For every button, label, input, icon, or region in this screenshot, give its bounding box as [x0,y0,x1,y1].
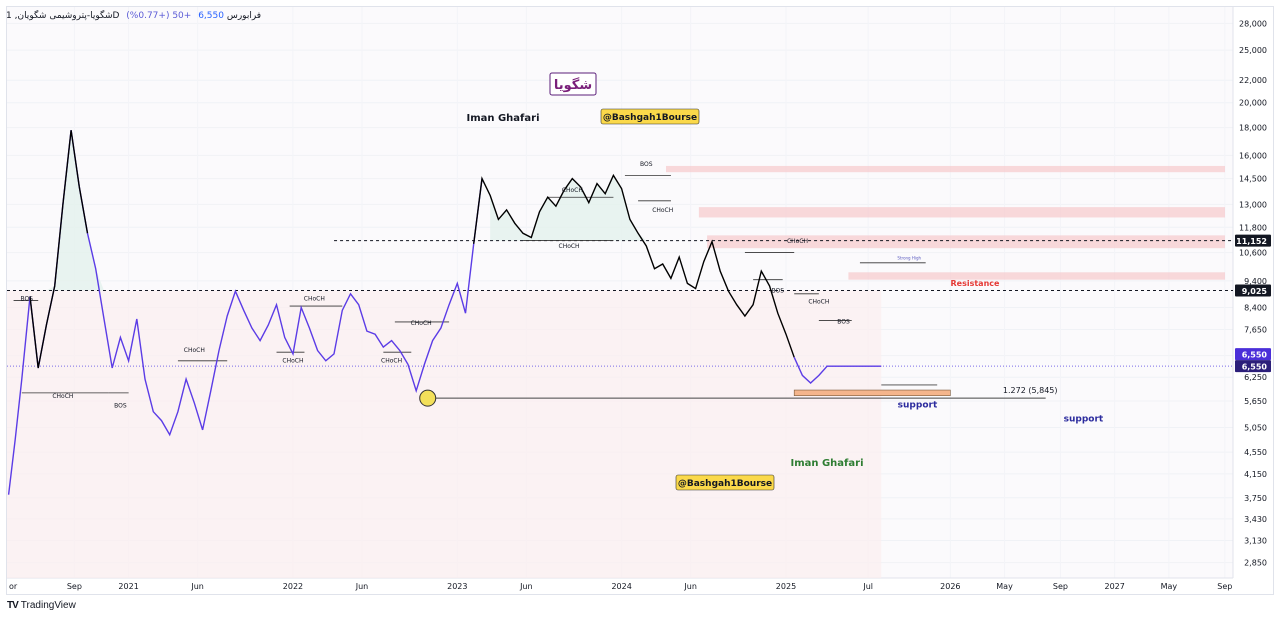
x-tick-label: Jun [190,582,204,591]
x-tick-label: Sep [67,582,82,591]
y-tick-label: 10,600 [1239,249,1267,258]
supply-zone [698,207,1225,218]
x-tick-label: 2022 [283,582,303,591]
price-tag-last-bg [1235,360,1271,373]
annotation-label: CHoCH [559,243,580,250]
annotation-label: CHoCH [652,207,673,214]
annotation-label: CHoCH [562,187,583,194]
y-tick-label: 2,850 [1244,559,1267,568]
y-tick-label: 8,400 [1244,303,1267,312]
annotation-label: CHoCH [787,238,808,245]
x-tick-label: 2021 [118,582,138,591]
x-tick-label: Jun [355,582,369,591]
price-tag-current: 6,550 [1242,351,1268,360]
price-tag-9025: 9,025 [1242,287,1268,296]
annotation-label: support [1064,415,1104,425]
uptrend-shade [490,175,729,241]
y-tick-label: 11,800 [1239,223,1267,232]
y-tick-label: 22,000 [1239,76,1267,85]
author-watermark-bottom: Iman Ghafari [790,458,863,469]
header-change: +50 (+0.77%) [126,11,192,21]
y-tick-label: 7,650 [1244,326,1267,335]
y-tick-label: 4,550 [1244,448,1267,457]
channel-badge-bottom-bg [675,474,775,491]
annotation-label: BOS [114,402,127,409]
annotation-label: CHoCH [282,358,303,365]
annotation-label: 1.272 (5,845) [1003,386,1058,395]
x-tick-label: May [996,582,1013,591]
price-tag-current-bg [1235,348,1271,361]
symbol-watermark-text: شگویا [554,77,592,93]
price-chart[interactable]: 28,000 25,000 22,000 20,000 18,000 16,000 14,5… [7,7,1274,595]
price-line-peak [29,130,89,369]
annotation-label: CHoCH [381,358,402,365]
channel-watermark-bottom: @Bashgah1Bourse [678,479,772,489]
annotation-label: CHoCH [411,320,432,327]
x-tick-label: 2023 [447,582,467,591]
x-tick-label: 2025 [776,582,796,591]
y-tick-label: 13,000 [1239,200,1267,209]
channel-watermark-top: @Bashgah1Bourse [603,113,697,123]
y-tick-label: 20,000 [1239,99,1267,108]
annotation-label: BOS [640,161,653,168]
header-price: 6,550 [198,11,224,21]
tradingview-logo-text: TradingView [20,600,76,611]
tradingview-logo[interactable]: TV TradingView [7,600,76,611]
author-watermark-top: Iman Ghafari [466,113,539,124]
y-tick-label: 4,150 [1244,470,1267,479]
y-tick-label: 9,400 [1244,277,1267,286]
price-line-recent [473,173,795,358]
symbol-header: شگویا-پتروشیمی شگویان, 1D فرابورس 6,550 … [6,11,261,21]
annotation-label: CHoCH [184,347,205,354]
tradingview-logo-icon: TV [7,600,19,611]
symbol-line: شگویا-پتروشیمی شگویان, 1D فرابورس [6,11,262,21]
price-tag-9025-bg [1235,284,1271,297]
y-tick-label: 18,000 [1239,124,1267,133]
y-tick-label: 14,500 [1239,175,1267,184]
x-tick-label: 2026 [940,582,960,591]
rally-shade [38,130,104,291]
x-tick-label: 2024 [611,582,631,591]
supply-zone [848,272,1225,280]
x-tick-label: Sep [1217,582,1232,591]
range-shade [7,290,882,578]
x-tick-label: May [1161,582,1178,591]
annotation-label: support [898,400,938,410]
x-tick-label: Sep [1053,582,1068,591]
y-tick-label: 5,050 [1244,424,1267,433]
annotation-label: CHoCH [808,298,829,305]
annotation-label: BOS [20,296,33,303]
annotation-label: CHoCH [304,296,325,303]
x-tick-label: or [9,582,18,591]
y-tick-label: 16,000 [1239,151,1267,160]
low-marker [419,389,437,407]
y-tick-label: 6,250 [1244,373,1267,382]
x-tick-label: 2027 [1104,582,1124,591]
y-tick-label: 3,430 [1244,515,1267,524]
symbol-watermark-box [549,72,597,96]
annotation-label: BOS [837,318,850,325]
chart-frame: 28,000 25,000 22,000 20,000 18,000 16,000 14,5… [6,6,1274,595]
support-zone [793,389,951,396]
y-tick-label: 28,000 [1239,19,1267,28]
price-tag-11152-bg [1235,234,1271,247]
y-tick-label: 3,130 [1244,536,1267,545]
x-tick-label: Jul [862,582,873,591]
supply-zone [707,235,1225,249]
price-line-latest [793,357,882,384]
x-tick-label: Jun [683,582,697,591]
y-tick-label: 3,750 [1244,494,1267,503]
annotation-label: Resistance [951,279,1001,288]
supply-zone [666,165,1225,173]
price-tag-11152: 11,152 [1236,237,1267,246]
annotation-label: CHoCH [52,393,73,400]
annotation-label: BOS [771,287,784,294]
x-tick-label: Jun [519,582,533,591]
price-tag-last: 6,550 [1242,363,1268,372]
annotation-label: Strong High [897,255,921,260]
y-tick-label: 25,000 [1239,46,1267,55]
y-tick-label: 5,650 [1244,397,1267,406]
channel-badge-top-bg [600,108,700,125]
